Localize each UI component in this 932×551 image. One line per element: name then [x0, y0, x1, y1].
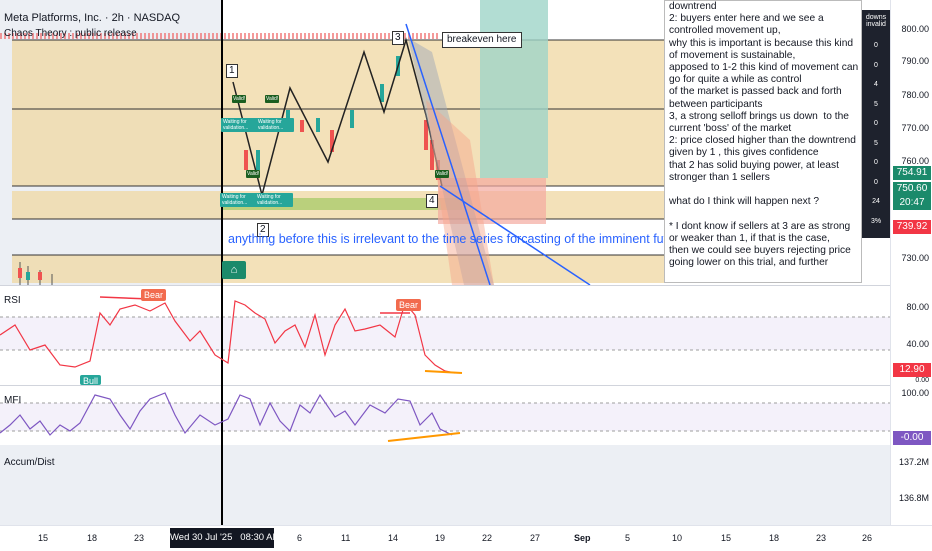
dividend-flag-icon[interactable]: ⌂ [222, 261, 246, 279]
mfi-value-tag: -0.00 [893, 431, 931, 445]
rsi-chart [0, 285, 890, 385]
mfi-label[interactable]: MFI [4, 395, 22, 406]
x-tick: 6 [297, 533, 303, 543]
waiting-signal: Waiting for validation... [221, 118, 259, 132]
bar-countdown: 20:47 [899, 197, 925, 208]
bear-signal: Bear [141, 289, 167, 301]
waiting-signal: Waiting for validation... [255, 193, 293, 207]
price-axis[interactable]: 800.00 790.00 780.00 770.00 760.00 730.0… [890, 0, 932, 525]
side-table-cell: 5 [874, 139, 878, 147]
price-pane[interactable]: Meta Platforms, Inc. · 2h · NASDAQ Chaos… [0, 0, 890, 285]
ad-chart [0, 445, 890, 525]
x-tick: 10 [672, 533, 683, 543]
wave-marker-1: 1 [226, 64, 238, 78]
side-table-cell: 0 [874, 120, 878, 127]
price-tag: 739.92 [893, 220, 931, 234]
note-line: 2: buyers enter here and we see a contro… [669, 13, 827, 37]
side-table-cell: 0 [874, 178, 878, 186]
valid-signal: Valid! [246, 170, 261, 178]
waiting-signal: Waiting for validation... [220, 193, 258, 207]
side-table-header: downs [865, 14, 887, 21]
x-tick: 27 [530, 533, 541, 543]
note-line: downtrend [669, 1, 717, 12]
rsi-tick: 0.00 [915, 377, 929, 384]
side-table: downs invalid 0 0 4 5 0 5 0 0 24 3% [862, 10, 890, 238]
ad-label[interactable]: Accum/Dist [4, 457, 55, 468]
note-line: that 2 has solid buying power, at least … [669, 159, 842, 183]
rsi-tick: 80.00 [906, 302, 929, 312]
x-tick: 23 [816, 533, 827, 543]
ad-tick: 137.2M [898, 457, 929, 467]
mfi-chart [0, 385, 890, 445]
side-table-cell: 0 [874, 42, 878, 49]
valid-signal: Valid! [435, 170, 450, 178]
note-line [669, 208, 861, 220]
note-line: then we could see buyers rejecting price… [669, 245, 854, 269]
x-tick: 5 [625, 533, 631, 543]
last-price: 750.60 [896, 183, 928, 194]
text-note[interactable]: downtrend 2: buyers enter here and we se… [664, 0, 862, 283]
symbol-title: Meta Platforms, Inc. · 2h · NASDAQ [4, 12, 181, 24]
rsi-value-tag: 12.90 [893, 363, 931, 377]
waiting-signal: Waiting for validation... [256, 118, 294, 132]
mfi-tick: 100.00 [901, 388, 929, 398]
annotation-text: anything before this is irrelevant to th… [228, 232, 686, 246]
wave-marker-4: 4 [426, 194, 438, 208]
valid-signal: Valid! [232, 95, 247, 103]
x-tick: 19 [435, 533, 446, 543]
x-tick: 23 [134, 533, 145, 543]
x-tick: 11 [341, 533, 351, 543]
note-line: apposed to 1-2 this kind of movement can… [669, 62, 861, 86]
note-line: why this is important is because this ki… [669, 37, 856, 61]
side-table-header: invalid [866, 21, 886, 28]
y-tick: 790.00 [901, 56, 929, 66]
indicator-title[interactable]: Chaos Theory : public release [4, 28, 137, 39]
y-tick: 780.00 [901, 90, 929, 100]
x-tick: Sep [574, 533, 591, 543]
x-tick: 22 [482, 533, 493, 543]
y-tick: 760.00 [901, 156, 929, 166]
x-tick: 14 [388, 533, 399, 543]
x-tick: 18 [87, 533, 98, 543]
y-tick: 800.00 [901, 24, 929, 34]
note-line: 2: price closed higher than the downtren… [669, 135, 859, 159]
crosshair-time-label: Wed 30 Jul '25 08:30 AM [170, 528, 280, 548]
ad-tick: 136.8M [898, 493, 929, 503]
y-tick: 770.00 [901, 123, 929, 133]
note-line: of the market is passed back and forth b… [669, 86, 845, 110]
side-table-cell: 5 [874, 100, 878, 108]
side-table-cell: 3% [870, 217, 882, 225]
side-table-cell: 0 [874, 61, 878, 69]
breakeven-label: breakeven here [442, 32, 522, 48]
side-table-cell: 0 [874, 159, 878, 166]
note-line: what do I think will happen next ? [669, 196, 820, 208]
last-price-tag: 750.60 20:47 [893, 182, 931, 210]
x-tick: 26 [862, 533, 873, 543]
x-tick: 18 [769, 533, 780, 543]
rsi-pane[interactable]: RSI Bear Bear Bull [0, 285, 890, 385]
time-axis[interactable]: 15 18 23 6 11 14 19 22 27 Sep 5 10 15 18… [0, 525, 932, 551]
wave-marker-2: 2 [257, 223, 269, 237]
note-line: * I dont know if sellers at 3 are as str… [669, 220, 854, 244]
bear-signal: Bear [396, 299, 422, 311]
mfi-pane[interactable]: MFI [0, 385, 890, 445]
note-line: 3, a strong selloff brings us down to th… [669, 110, 852, 135]
x-tick: 15 [721, 533, 732, 543]
note-line [669, 184, 861, 196]
rsi-tick: 40.00 [906, 339, 929, 349]
side-table-cell: 24 [872, 198, 880, 205]
wave-marker-3: 3 [392, 31, 404, 45]
bull-signal: Bull [80, 375, 102, 385]
side-table-cell: 4 [874, 81, 878, 88]
valid-signal: Valid! [265, 95, 280, 103]
y-tick: 730.00 [901, 253, 929, 263]
x-tick: 15 [38, 533, 49, 543]
ad-pane[interactable]: Accum/Dist [0, 445, 890, 525]
price-chart [0, 0, 664, 285]
rsi-label[interactable]: RSI [4, 295, 21, 306]
price-tag: 754.91 [893, 166, 931, 180]
